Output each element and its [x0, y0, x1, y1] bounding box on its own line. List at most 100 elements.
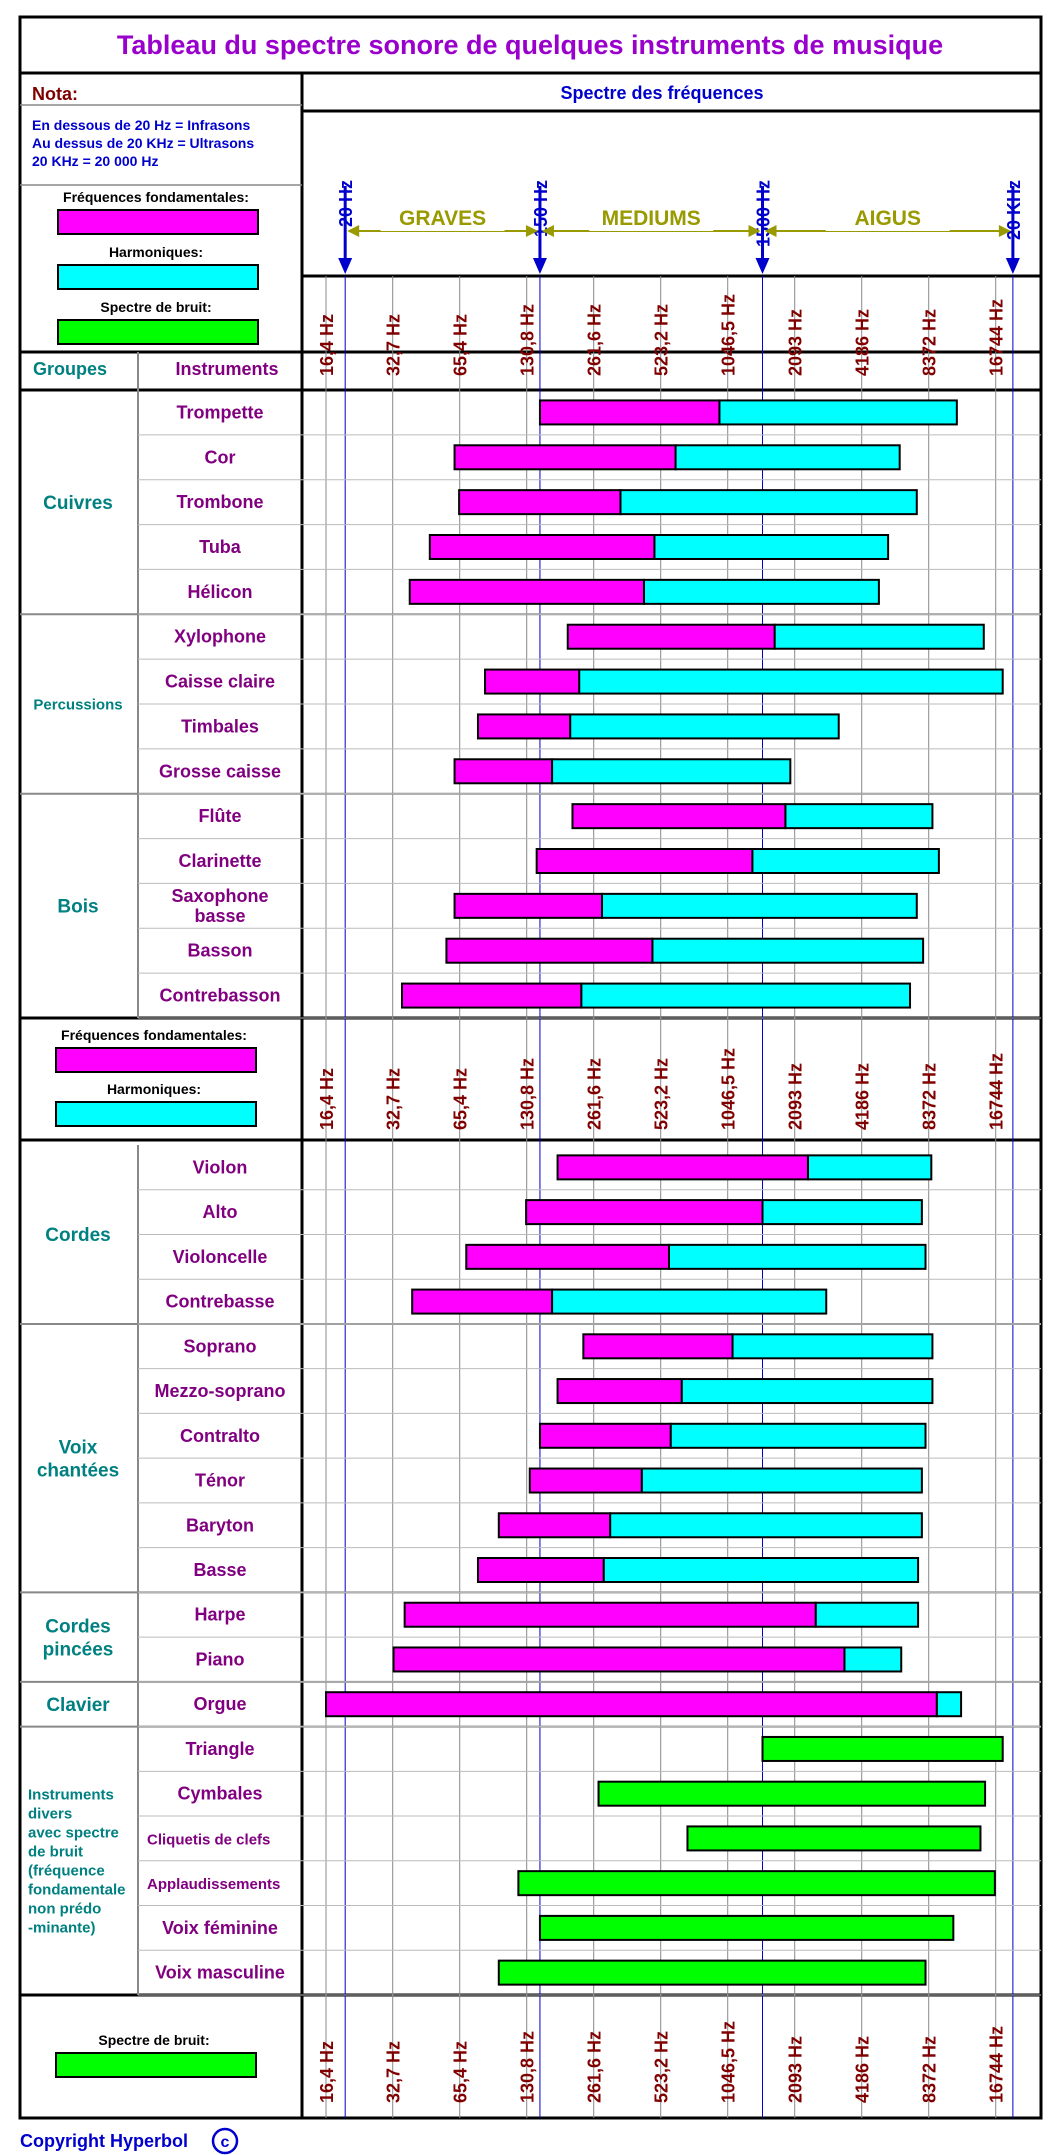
legend-fundamental-label: Fréquences fondamentales:: [63, 189, 249, 205]
fundamental-bar: [582, 1333, 734, 1360]
tick-label: 16,4 Hz: [317, 314, 337, 376]
group-label: Bois: [57, 897, 98, 918]
group-label: Instruments: [28, 1787, 114, 1804]
instrument-label: Harpe: [194, 1605, 245, 1625]
nota-line-1: En dessous de 20 Hz = Infrasons: [32, 117, 250, 133]
range-label: GRAVES: [399, 207, 486, 230]
instrument-label: Cliquetis de clefs: [147, 1831, 270, 1848]
fundamental-bar: [400, 982, 583, 1009]
fundamental-bar: [528, 1467, 643, 1494]
tick-label: 32,7 Hz: [384, 1068, 404, 1130]
harmonics-bar: [773, 623, 985, 650]
harmonics-bar: [784, 803, 934, 830]
fundamental-bar: [445, 937, 654, 964]
tick-label: 32,7 Hz: [384, 2041, 404, 2103]
frequency-header: Spectre des fréquences: [560, 83, 763, 103]
tick-label: 1046,5 Hz: [719, 1048, 739, 1130]
fundamental-bar: [556, 1154, 809, 1181]
tick-label: 65,4 Hz: [451, 314, 471, 376]
instrument-label: Trombone: [176, 492, 263, 512]
fundamental-bar: [392, 1646, 846, 1673]
nota-line-3: 20 KHz = 20 000 Hz: [32, 153, 158, 169]
instrument-label: Violoncelle: [173, 1247, 268, 1267]
tick-label: 523,2 Hz: [652, 2031, 672, 2103]
tick-label: 16,4 Hz: [317, 1068, 337, 1130]
harmonics-bar: [806, 1154, 933, 1181]
instrument-label: Ténor: [195, 1471, 245, 1491]
instrument-label: Voix féminine: [162, 1918, 278, 1938]
fundamental-bar: [484, 668, 581, 695]
fundamental-bar: [325, 1691, 938, 1718]
tick-label: 130,8 Hz: [518, 304, 538, 376]
tick-label: 8372 Hz: [920, 309, 940, 376]
column-header-groups: Groupes: [33, 359, 107, 379]
harmonics-bar: [551, 758, 792, 785]
marker-arrow-head: [338, 258, 353, 274]
data-layer: 20 Hz 150 Hz 1500 Hz 20 KHz GRAVES MEDIUMS AIG…: [28, 180, 1024, 2103]
harmonics-bar: [651, 937, 925, 964]
svg-text:c: c: [221, 2134, 230, 2151]
instrument-label: Xylophone: [174, 627, 266, 647]
legend-harmonics-swatch: [57, 264, 259, 290]
harmonics-bar: [667, 1243, 927, 1270]
instrument-label: Saxophone: [171, 886, 268, 906]
instrument-label: Basse: [193, 1560, 246, 1580]
noise-bar: [517, 1870, 996, 1897]
legend2-fundamental-label: Fréquences fondamentales:: [61, 1027, 247, 1043]
group-label: de bruit: [28, 1844, 83, 1861]
marker-arrow-head: [1005, 258, 1020, 274]
instrument-label: Basson: [187, 941, 252, 961]
group-label: pincées: [43, 1639, 114, 1660]
harmonics-bar: [843, 1646, 903, 1673]
harmonics-bar: [551, 1288, 828, 1315]
instrument-label: Alto: [203, 1202, 238, 1222]
fundamental-bar: [497, 1512, 612, 1539]
column-header-instruments: Instruments: [175, 359, 278, 379]
range-arrow-left: [541, 225, 554, 237]
harmonics-bar: [751, 848, 940, 874]
legend-harmonics-label: Harmoniques:: [109, 244, 203, 260]
noise-bar: [686, 1825, 982, 1852]
harmonics-bar: [731, 1333, 934, 1360]
tick-label: 261,6 Hz: [585, 1058, 605, 1130]
harmonics-bar: [653, 534, 890, 560]
instrument-label: Mezzo-soprano: [154, 1381, 285, 1401]
group-label: Cordes: [45, 1225, 110, 1246]
tick-label: 523,2 Hz: [652, 1058, 672, 1130]
tick-label: 4186 Hz: [853, 309, 873, 376]
tick-label: 130,8 Hz: [518, 2031, 538, 2103]
group-label: (fréquence: [28, 1863, 105, 1880]
instrument-label: Baryton: [186, 1515, 254, 1535]
marker-label: 150 Hz: [531, 180, 551, 237]
harmonics-bar: [814, 1601, 920, 1628]
group-label: Clavier: [46, 1695, 110, 1716]
instrument-label: Cymbales: [177, 1784, 262, 1804]
fundamental-bar: [571, 803, 787, 830]
nota-line-2: Au dessus de 20 KHz = Ultrasons: [32, 135, 254, 151]
group-label: -minante): [28, 1920, 96, 1937]
instrument-label: Violon: [193, 1157, 248, 1177]
fundamental-bar: [538, 1422, 672, 1449]
instrument-label: Contralto: [180, 1426, 260, 1446]
harmonics-bar: [569, 713, 840, 740]
legend-noise-swatch: [57, 319, 259, 345]
tick-label: 2093 Hz: [786, 2036, 806, 2103]
harmonics-bar: [669, 1422, 927, 1449]
instrument-label: Voix masculine: [155, 1963, 285, 1983]
instrument-label: Contrebasse: [165, 1292, 274, 1312]
range-arrow-left: [764, 225, 777, 237]
tick-label: 4186 Hz: [853, 1063, 873, 1130]
legend-noise-label: Spectre de bruit:: [100, 299, 211, 315]
group-label: Voix: [59, 1437, 98, 1458]
instrument-label: Flûte: [199, 806, 242, 826]
tick-label: 16744 Hz: [987, 2026, 1007, 2103]
tick-label: 261,6 Hz: [585, 304, 605, 376]
harmonics-bar: [680, 1378, 934, 1405]
harmonics-bar: [619, 489, 918, 516]
tick-label: 16744 Hz: [987, 1053, 1007, 1130]
fundamental-bar: [525, 1199, 764, 1226]
fundamental-bar: [535, 848, 754, 874]
noise-bar: [597, 1780, 987, 1807]
tick-label: 8372 Hz: [920, 2036, 940, 2103]
